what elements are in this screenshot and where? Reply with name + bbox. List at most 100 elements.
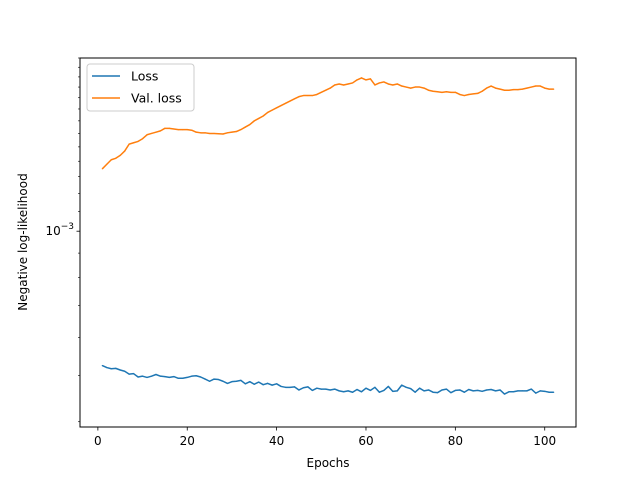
data-point [258, 117, 260, 120]
x-tick-label: 80 [448, 434, 463, 448]
data-point [133, 373, 135, 375]
data-point [119, 154, 121, 156]
data-point [316, 387, 318, 389]
data-point [276, 107, 278, 109]
data-point [486, 87, 488, 89]
legend: Loss Val. loss [86, 63, 195, 112]
data-point [369, 389, 372, 392]
data-point [200, 132, 202, 134]
data-point [213, 378, 215, 380]
data-point [222, 380, 224, 382]
data-point [329, 389, 331, 391]
data-point [128, 143, 130, 145]
data-point [503, 89, 506, 91]
data-point [249, 381, 251, 383]
data-point [401, 384, 403, 386]
data-point [441, 389, 443, 391]
x-tick-label: 100 [533, 434, 556, 448]
data-point [347, 83, 349, 85]
data-point [490, 85, 492, 87]
data-point [530, 388, 532, 390]
data-point [374, 386, 376, 388]
data-point [392, 84, 394, 86]
data-point [195, 131, 197, 133]
data-point [320, 91, 322, 93]
data-point [374, 84, 376, 86]
data-point [544, 87, 546, 89]
data-point [548, 88, 550, 90]
data-point [253, 120, 255, 122]
data-point [365, 387, 367, 389]
data-point [177, 377, 179, 379]
data-point [329, 87, 331, 89]
data-point [477, 389, 479, 392]
data-point [208, 132, 211, 135]
data-point [316, 93, 318, 96]
data-point [468, 93, 470, 96]
data-point [508, 89, 510, 91]
data-point [463, 94, 465, 97]
data-point [115, 157, 117, 159]
data-point [253, 383, 255, 385]
data-point [494, 87, 497, 89]
legend-label: Loss [131, 69, 158, 84]
data-point [423, 390, 425, 392]
data-point [535, 392, 537, 394]
data-point [101, 364, 103, 367]
data-point [204, 378, 206, 380]
series-layer [101, 77, 555, 395]
data-point [503, 393, 506, 395]
data-point [423, 87, 425, 89]
data-point [271, 109, 273, 111]
data-point [106, 366, 108, 369]
data-point [401, 85, 403, 87]
data-point [427, 389, 430, 391]
data-point [155, 373, 157, 376]
data-point [240, 129, 242, 131]
data-point [137, 376, 139, 378]
data-point [517, 89, 519, 91]
data-point [405, 386, 407, 388]
data-point [343, 84, 345, 86]
data-point [369, 78, 372, 80]
data-point [115, 367, 117, 369]
x-tick-label: 40 [269, 434, 284, 448]
data-point [124, 150, 126, 152]
data-point [159, 130, 162, 132]
data-point [526, 87, 528, 89]
data-point [164, 375, 166, 378]
data-point [258, 381, 260, 383]
series-line [101, 77, 554, 170]
data-point [445, 91, 448, 93]
data-point [365, 79, 367, 81]
data-point [432, 391, 434, 393]
data-point [110, 159, 112, 161]
data-point [217, 133, 220, 135]
x-tick-label: 20 [180, 434, 195, 448]
data-point [271, 384, 273, 386]
data-point [226, 132, 229, 134]
data-point [293, 386, 296, 388]
data-point [128, 373, 130, 375]
x-axis: 0 20 40 60 80 100 [94, 427, 556, 448]
data-point [521, 390, 523, 392]
data-point [392, 390, 394, 392]
data-point [387, 385, 389, 388]
data-point [481, 390, 483, 392]
y-axis-label: Negative log-likelihood [16, 173, 30, 310]
data-point [414, 391, 416, 393]
data-point [334, 84, 336, 86]
data-point [338, 83, 340, 85]
data-point [325, 89, 327, 91]
series-1 [101, 364, 555, 395]
data-point [106, 163, 108, 165]
data-point [432, 90, 434, 92]
data-point [512, 391, 515, 393]
data-point [526, 390, 528, 392]
data-point [146, 376, 148, 379]
data-point [302, 94, 305, 97]
data-point [454, 389, 456, 392]
data-point [119, 369, 121, 371]
data-point [307, 386, 309, 388]
data-point [262, 115, 264, 117]
